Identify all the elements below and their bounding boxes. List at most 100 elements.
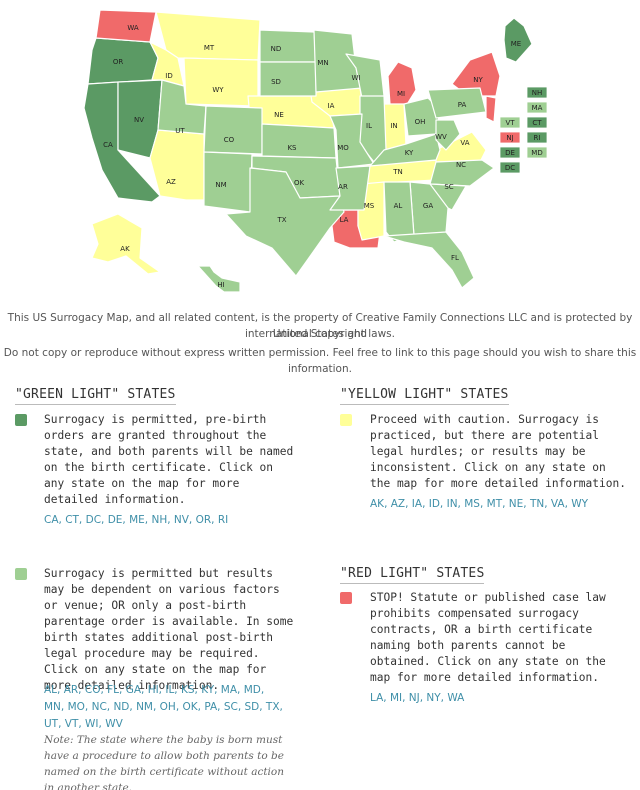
- small-state-md[interactable]: [526, 146, 548, 159]
- small-state-dc-label: DC: [505, 164, 515, 172]
- red-light-title: "RED LIGHT" STATES: [340, 566, 485, 584]
- state-sd[interactable]: [259, 61, 317, 97]
- label-la: LA: [340, 216, 349, 224]
- yellow-states-list[interactable]: AK, AZ, IA, ID, IN, MS, MT, NE, TN, VA, …: [370, 498, 589, 510]
- state-nc[interactable]: [429, 159, 495, 187]
- dark-green-states-list[interactable]: CA, CT, DC, DE, ME, NH, NV, OR, RI: [44, 514, 229, 526]
- red-description: STOP! Statute or published case law proh…: [370, 591, 606, 684]
- state-mi[interactable]: [387, 61, 417, 107]
- label-fl: FL: [451, 254, 459, 262]
- state-tx[interactable]: [225, 167, 345, 277]
- label-ne: NE: [274, 111, 284, 119]
- state-az[interactable]: [149, 129, 205, 201]
- label-ak: AK: [120, 245, 130, 253]
- label-az: AZ: [166, 178, 176, 186]
- label-oh: OH: [415, 118, 426, 126]
- label-or: OR: [113, 58, 124, 66]
- red-states-list[interactable]: LA, MI, NJ, NY, WA: [370, 692, 465, 704]
- state-pa[interactable]: [427, 87, 487, 119]
- label-ok: OK: [294, 179, 305, 187]
- state-wa[interactable]: [95, 9, 157, 43]
- label-ut: UT: [175, 127, 185, 135]
- label-co: CO: [224, 136, 235, 144]
- label-ga: GA: [423, 202, 433, 210]
- small-state-nh-label: NH: [532, 89, 543, 97]
- small-state-ma[interactable]: [526, 101, 548, 114]
- label-id: ID: [165, 72, 172, 80]
- state-al[interactable]: [383, 181, 415, 243]
- small-state-ri-label: RI: [534, 134, 541, 142]
- label-in: IN: [390, 122, 397, 130]
- label-tn: TN: [392, 168, 403, 176]
- label-wi: WI: [352, 74, 361, 82]
- label-mi: MI: [397, 90, 405, 98]
- small-state-vt-label: VT: [505, 119, 515, 127]
- state-fl[interactable]: [383, 231, 475, 289]
- label-sc: SC: [444, 183, 453, 191]
- yellow-description: Proceed with caution. Surrogacy is pract…: [370, 413, 626, 490]
- state-ks[interactable]: [261, 123, 337, 159]
- dark-green-description: Surrogacy is permitted, pre-birth orders…: [44, 413, 294, 506]
- small-states-legend: NH MA VT CT NJ RI DE MD DC: [499, 86, 548, 174]
- small-state-nh[interactable]: [526, 86, 548, 99]
- red-swatch: [340, 592, 352, 604]
- label-mt: MT: [204, 44, 215, 52]
- label-nd: ND: [271, 45, 282, 53]
- label-al: AL: [394, 202, 403, 210]
- label-nc: NC: [456, 161, 466, 169]
- label-nm: NM: [215, 181, 226, 189]
- label-sd: SD: [271, 78, 281, 86]
- state-hi[interactable]: [197, 265, 241, 293]
- small-state-ma-label: MA: [532, 104, 543, 112]
- label-nv: NV: [134, 116, 144, 124]
- label-wv: WV: [435, 133, 447, 141]
- state-ak[interactable]: [91, 213, 161, 275]
- copyright-line-1: This US Surrogacy Map, and all related c…: [7, 312, 633, 340]
- label-va: VA: [460, 139, 469, 147]
- label-wy: WY: [212, 86, 224, 94]
- small-state-md-label: MD: [531, 149, 542, 157]
- light-green-description: Surrogacy is permitted but results may b…: [44, 567, 294, 692]
- state-wv[interactable]: [435, 119, 461, 151]
- label-il: IL: [366, 122, 372, 130]
- state-wy[interactable]: [183, 57, 259, 107]
- yellow-swatch: [340, 414, 352, 426]
- state-mt[interactable]: [155, 11, 261, 61]
- green-light-title: "GREEN LIGHT" STATES: [15, 387, 176, 405]
- birth-state-note: Note: The state where the baby is born m…: [44, 734, 285, 790]
- dark-green-swatch: [15, 414, 27, 426]
- copyright-line-2: international copyright laws.: [244, 328, 395, 340]
- small-state-de[interactable]: [499, 146, 521, 159]
- state-nd[interactable]: [259, 29, 317, 63]
- yellow-light-title: "YELLOW LIGHT" STATES: [340, 387, 509, 405]
- small-state-nj-label: NJ: [506, 134, 513, 142]
- small-state-dc[interactable]: [499, 161, 521, 174]
- label-tx: TX: [276, 216, 286, 224]
- label-ar: AR: [338, 183, 348, 191]
- small-state-ct-label: CT: [532, 119, 542, 127]
- state-me[interactable]: [503, 17, 533, 63]
- small-state-ct[interactable]: [526, 116, 548, 129]
- label-ks: KS: [287, 144, 297, 152]
- light-green-states-list[interactable]: AL, AR, CO, FL, GA, HI, IL, KS, KY, MA, …: [44, 684, 283, 730]
- small-state-nj[interactable]: [499, 131, 521, 144]
- copyright-line-3: Do not copy or reproduce without express…: [3, 347, 637, 375]
- state-ky[interactable]: [369, 133, 441, 167]
- label-ca: CA: [103, 141, 113, 149]
- label-ky: KY: [405, 149, 414, 157]
- label-mn: MN: [317, 59, 328, 67]
- light-green-swatch: [15, 568, 27, 580]
- label-ia: IA: [328, 102, 335, 110]
- state-ar[interactable]: [329, 165, 371, 211]
- state-co[interactable]: [203, 105, 263, 155]
- us-surrogacy-map: WA OR CA NV ID MT WY UT AZ CO NM ND SD N…: [0, 0, 640, 300]
- label-hi: HI: [217, 281, 224, 289]
- state-nj[interactable]: [485, 95, 497, 123]
- label-mo: MO: [337, 144, 349, 152]
- label-me: ME: [511, 40, 521, 48]
- label-wa: WA: [127, 24, 139, 32]
- small-state-vt[interactable]: [499, 116, 521, 129]
- small-state-ri[interactable]: [526, 131, 548, 144]
- label-ms: MS: [364, 202, 375, 210]
- state-nm[interactable]: [203, 151, 253, 213]
